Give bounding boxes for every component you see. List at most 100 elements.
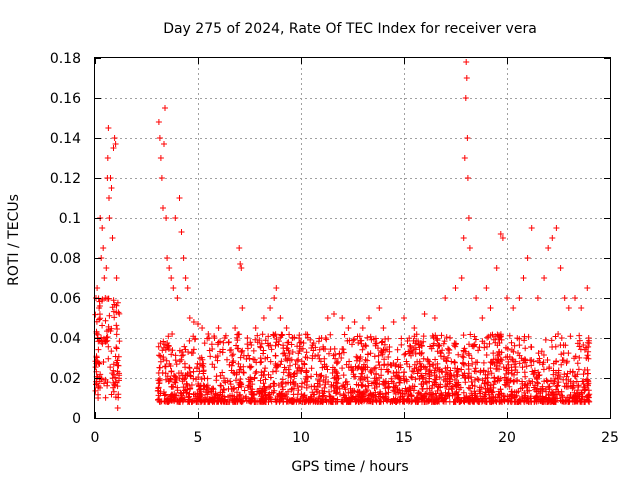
data-point (479, 315, 486, 321)
data-point (232, 325, 239, 331)
data-point (420, 363, 427, 370)
data-point (156, 377, 163, 384)
data-point (445, 345, 451, 352)
data-point (475, 376, 482, 383)
data-point (414, 358, 421, 365)
data-point (534, 295, 541, 301)
data-point (349, 341, 355, 348)
data-point (508, 388, 515, 395)
data-point (468, 355, 475, 362)
x-tick-label: 25 (601, 430, 619, 446)
data-point (407, 343, 414, 350)
data-point (350, 337, 357, 344)
data-point (234, 331, 241, 338)
data-point (331, 366, 338, 373)
data-point (297, 368, 304, 375)
data-point (166, 265, 173, 271)
data-point (442, 365, 449, 372)
data-point (498, 357, 505, 364)
data-point (411, 345, 417, 351)
data-point (298, 339, 304, 345)
data-point (514, 335, 521, 342)
data-point (111, 135, 118, 141)
data-point (466, 352, 473, 359)
data-point (286, 350, 293, 357)
y-tick-label: 0.08 (50, 251, 81, 267)
data-point (331, 387, 338, 394)
data-point (574, 340, 581, 347)
data-point (483, 352, 490, 358)
data-point (262, 376, 269, 383)
data-point (309, 355, 316, 362)
data-point (414, 370, 421, 377)
data-point (211, 364, 218, 371)
data-point (522, 381, 529, 388)
data-point (257, 359, 264, 366)
data-point (237, 354, 244, 361)
data-point (286, 331, 293, 338)
data-point (469, 382, 476, 389)
data-point (495, 349, 502, 355)
data-point (175, 370, 182, 377)
data-point (221, 375, 227, 382)
data-point (528, 357, 535, 363)
data-point (565, 305, 572, 311)
data-point (572, 373, 579, 380)
data-point (483, 285, 490, 291)
data-point (460, 347, 467, 354)
data-point (510, 305, 517, 311)
data-point (313, 371, 320, 378)
data-point (236, 245, 243, 251)
data-point (221, 397, 228, 404)
data-point (495, 336, 502, 343)
data-point (250, 356, 257, 363)
data-point (204, 375, 211, 382)
data-point (475, 399, 482, 405)
data-point (446, 346, 453, 353)
data-point (574, 360, 581, 367)
data-point (455, 368, 462, 374)
data-point (391, 388, 398, 395)
y-tick-label: 0.12 (50, 171, 81, 187)
axis-ticks: 0 5 10 15 20 25 0 0.02 0.04 0.06 0.08 0.1 0.12 0.14 0.… (50, 51, 619, 446)
data-point (257, 377, 264, 384)
data-point (501, 381, 508, 388)
data-point (363, 388, 370, 395)
data-point (111, 314, 118, 321)
data-point (273, 364, 279, 371)
data-point (282, 352, 289, 359)
data-point (182, 275, 189, 281)
data-point (501, 374, 508, 381)
data-point (335, 358, 341, 365)
data-point (186, 365, 193, 372)
data-point (106, 215, 113, 221)
data-point (105, 343, 112, 350)
data-point (114, 299, 121, 306)
data-point (156, 352, 162, 359)
data-point (333, 360, 340, 367)
data-point (554, 383, 560, 390)
data-point (565, 350, 572, 357)
data-point (515, 388, 522, 395)
data-point (215, 339, 222, 346)
data-point (190, 391, 197, 398)
data-point (368, 336, 375, 343)
data-point (413, 364, 420, 371)
data-point (521, 369, 528, 376)
data-point (434, 364, 441, 371)
data-point (113, 322, 120, 329)
data-point (508, 339, 515, 346)
data-point (240, 363, 247, 370)
data-point (165, 333, 172, 340)
data-point (177, 389, 184, 396)
data-point (433, 335, 440, 342)
data-point (359, 390, 366, 397)
data-point (403, 358, 410, 365)
data-point (497, 333, 504, 339)
data-point (552, 399, 559, 405)
data-point (239, 347, 246, 354)
data-point (566, 394, 573, 401)
data-point (322, 335, 329, 341)
data-point (536, 372, 543, 378)
data-point (239, 305, 246, 311)
